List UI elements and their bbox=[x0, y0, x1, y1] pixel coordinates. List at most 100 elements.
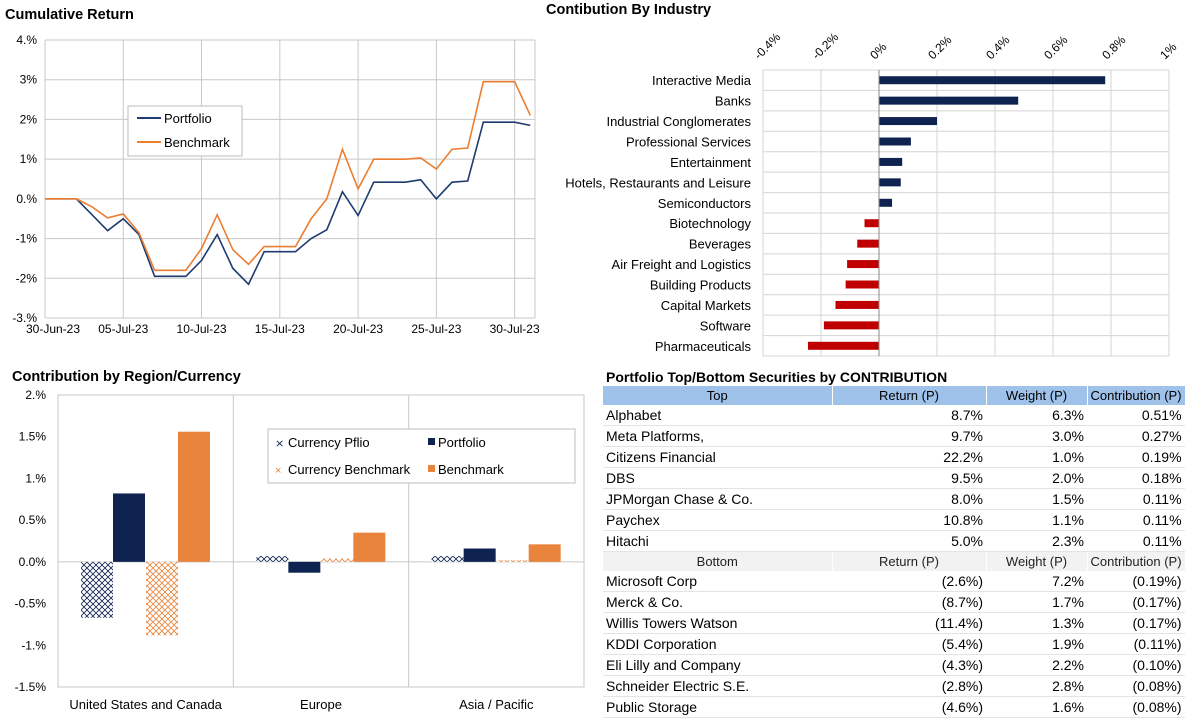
security-name: Paychex bbox=[603, 509, 832, 531]
y-tick-label: -3.% bbox=[12, 311, 37, 325]
x-tick-label: 10-Jul-23 bbox=[177, 322, 227, 336]
region-bar-currency-pflio bbox=[256, 556, 289, 562]
category-label: United States and Canada bbox=[69, 697, 222, 712]
legend-swatch bbox=[428, 438, 435, 445]
security-value: 3.0% bbox=[986, 425, 1087, 447]
y-tick-label: 1.% bbox=[25, 471, 46, 485]
industry-bar bbox=[879, 96, 1019, 105]
table-header-row: Bottom Return (P) Weight (P) Contribution (… bbox=[603, 551, 1185, 571]
security-value: (0.10%) bbox=[1087, 654, 1185, 676]
y-tick-label: 0.5% bbox=[19, 513, 47, 527]
legend-swatch-hatch-icon: ⨯ bbox=[275, 438, 284, 450]
security-name: Merck & Co. bbox=[603, 591, 832, 613]
y-tick-label: 2.% bbox=[25, 388, 46, 402]
cumulative-return-chart: 4.% 3% 2% 1% 0.% -1% -2% -3.%30-Jun-23 05-Jul-23… bbox=[12, 33, 540, 336]
series-line-portfolio bbox=[45, 121, 531, 286]
region-bar-currency-benchmark bbox=[321, 558, 354, 562]
x-tick-label: 25-Jul-23 bbox=[411, 322, 461, 336]
industry-bar bbox=[857, 239, 879, 248]
industry-bar bbox=[879, 117, 937, 126]
security-value: 0.51% bbox=[1087, 405, 1185, 426]
security-name: Citizens Financial bbox=[603, 446, 832, 468]
table-row: KDDI Corporation (5.4%) 1.9% (0.11%) bbox=[603, 633, 1185, 655]
security-value: 0.11% bbox=[1087, 509, 1185, 531]
legend-label: Benchmark bbox=[164, 135, 230, 150]
security-value: (4.6%) bbox=[832, 696, 986, 718]
security-name: Public Storage bbox=[603, 696, 832, 718]
table-row: Schneider Electric S.E. (2.8%) 2.8% (0.08%) bbox=[603, 675, 1185, 697]
security-value: 10.8% bbox=[832, 509, 986, 531]
column-header: Contribution (P) bbox=[1086, 551, 1185, 571]
region-bar-currency-pflio bbox=[431, 556, 464, 562]
security-name: Microsoft Corp bbox=[603, 571, 832, 592]
y-tick-label: -1% bbox=[16, 232, 38, 246]
region-bar-currency-pflio bbox=[81, 561, 113, 618]
y-tick-label: 4.% bbox=[16, 33, 37, 47]
security-value: 1.6% bbox=[986, 696, 1087, 718]
legend-swatch bbox=[428, 465, 435, 472]
security-name: JPMorgan Chase & Co. bbox=[603, 488, 832, 510]
security-value: 1.7% bbox=[986, 591, 1087, 613]
security-value: 8.7% bbox=[832, 405, 986, 426]
category-label: Entertainment bbox=[670, 155, 751, 170]
security-value: (0.19%) bbox=[1087, 571, 1185, 592]
x-tick-label: 0.2% bbox=[925, 33, 954, 62]
category-label: Air Freight and Logistics bbox=[612, 257, 752, 272]
y-tick-label: -1.% bbox=[21, 638, 46, 652]
legend-label: Portfolio bbox=[164, 111, 212, 126]
y-tick-label: 0.% bbox=[16, 192, 37, 206]
security-value: 1.5% bbox=[986, 488, 1087, 510]
x-tick-label: -0.4% bbox=[751, 30, 783, 62]
column-header: Bottom bbox=[603, 551, 832, 571]
region-bar-benchmark bbox=[178, 431, 210, 562]
category-label: Europe bbox=[300, 697, 342, 712]
security-name: Alphabet bbox=[603, 405, 832, 426]
security-name: Hitachi bbox=[603, 530, 832, 552]
region-bar-benchmark bbox=[353, 532, 386, 562]
table-row: Eli Lilly and Company (4.3%) 2.2% (0.10%) bbox=[603, 654, 1185, 676]
security-value: (4.3%) bbox=[832, 654, 986, 676]
security-value: 1.3% bbox=[986, 612, 1087, 634]
cumulative-return-title: Cumulative Return bbox=[5, 7, 134, 23]
securities-table: Top Return (P) Weight (P) Contribution (P) A… bbox=[603, 386, 1185, 718]
table-row: Merck & Co. (8.7%) 1.7% (0.17%) bbox=[603, 591, 1185, 613]
plot-border bbox=[57, 394, 585, 688]
x-tick-label: 0.4% bbox=[983, 33, 1012, 62]
column-header: Return (P) bbox=[831, 551, 986, 571]
table-row: Willis Towers Watson (11.4%) 1.3% (0.17%) bbox=[603, 612, 1185, 634]
x-tick-label: 30-Jul-23 bbox=[490, 322, 540, 336]
table-row: Paychex 10.8% 1.1% 0.11% bbox=[603, 509, 1185, 531]
y-tick-label: 2% bbox=[20, 112, 38, 126]
security-value: (5.4%) bbox=[832, 633, 986, 655]
region-bar-currency-benchmark bbox=[146, 561, 178, 636]
category-label: Industrial Conglomerates bbox=[606, 114, 751, 129]
industry-bar bbox=[823, 321, 879, 330]
security-value: 2.2% bbox=[986, 654, 1087, 676]
x-tick-label: 15-Jul-23 bbox=[255, 322, 305, 336]
category-label: Pharmaceuticals bbox=[655, 339, 752, 354]
legend-label: Currency Pflio bbox=[288, 435, 370, 450]
column-header: Top bbox=[603, 386, 832, 405]
security-value: 9.5% bbox=[832, 467, 986, 489]
column-header: Return (P) bbox=[831, 386, 986, 405]
legend-swatch-hatch-icon: × bbox=[275, 465, 281, 477]
security-value: 1.9% bbox=[986, 633, 1087, 655]
security-value: (2.8%) bbox=[832, 675, 986, 697]
y-tick-label: -1.5% bbox=[15, 680, 47, 694]
legend-label: Currency Benchmark bbox=[288, 462, 411, 477]
legend-box bbox=[127, 105, 243, 157]
y-tick-label: 0.0% bbox=[19, 555, 47, 569]
table-row: Citizens Financial 22.2% 1.0% 0.19% bbox=[603, 446, 1185, 468]
security-name: KDDI Corporation bbox=[603, 633, 832, 655]
y-tick-label: 3% bbox=[20, 73, 38, 87]
region-bar-portfolio bbox=[113, 493, 145, 562]
security-value: 7.2% bbox=[986, 571, 1087, 592]
category-label: Software bbox=[700, 318, 751, 333]
y-tick-label: -0.5% bbox=[15, 597, 47, 611]
industry-bar bbox=[807, 341, 879, 350]
security-value: 1.1% bbox=[986, 509, 1087, 531]
region-bar-portfolio bbox=[288, 561, 321, 573]
security-value: 2.0% bbox=[986, 467, 1087, 489]
security-name: DBS bbox=[603, 467, 832, 489]
industry-contribution-chart: -0.4% -0.2% 0% 0.2% 0.4% 0.6% 0.8% 1% Interactiv… bbox=[565, 30, 1180, 357]
